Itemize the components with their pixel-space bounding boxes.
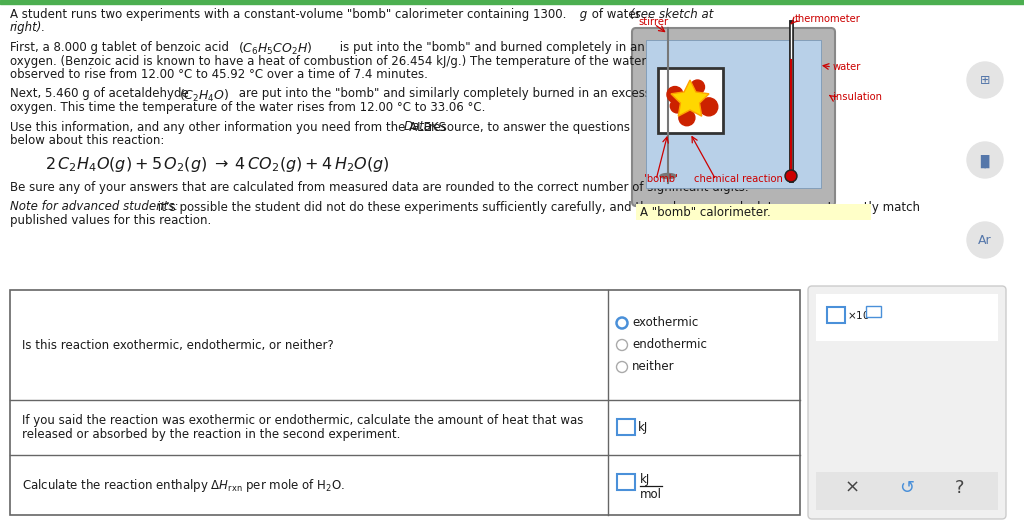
Text: $\left(\mathit{C}_2\mathit{H}_4\mathit{O}\right)$: $\left(\mathit{C}_2\mathit{H}_4\mathit{O… bbox=[179, 88, 229, 104]
Circle shape bbox=[967, 62, 1002, 98]
Text: $2\,C_2H_4O(g) + 5\,O_2(g)\;\rightarrow\;4\,CO_2(g) + 4\,H_2O(g)$: $2\,C_2H_4O(g) + 5\,O_2(g)\;\rightarrow\… bbox=[45, 156, 389, 174]
Text: released or absorbed by the reaction in the second experiment.: released or absorbed by the reaction in … bbox=[22, 428, 400, 441]
Text: First, a 8.000 g tablet of benzoic acid: First, a 8.000 g tablet of benzoic acid bbox=[10, 41, 232, 54]
Text: observed to rise from 12.00 °C to 45.92 °C over a time of 7.4 minutes.: observed to rise from 12.00 °C to 45.92 … bbox=[10, 68, 428, 81]
Text: published values for this reaction.: published values for this reaction. bbox=[10, 214, 211, 227]
Circle shape bbox=[967, 222, 1002, 258]
Circle shape bbox=[671, 99, 684, 113]
Bar bbox=[816, 472, 998, 510]
Text: right).: right). bbox=[10, 21, 46, 35]
Text: ▐▌: ▐▌ bbox=[976, 155, 994, 168]
Text: water: water bbox=[833, 62, 861, 72]
Circle shape bbox=[616, 362, 628, 373]
Text: ⊞: ⊞ bbox=[980, 74, 990, 88]
Circle shape bbox=[679, 110, 695, 126]
Text: Next, 5.460 g of acetaldehyde: Next, 5.460 g of acetaldehyde bbox=[10, 88, 193, 101]
Ellipse shape bbox=[660, 173, 676, 179]
Text: oxygen. (Benzoic acid is known to have a heat of combustion of 26.454 kJ/g.) The: oxygen. (Benzoic acid is known to have a… bbox=[10, 54, 659, 68]
Text: are put into the "bomb" and similarly completely burned in an excess of: are put into the "bomb" and similarly co… bbox=[234, 88, 666, 101]
Circle shape bbox=[616, 318, 628, 329]
Text: $\times 10$: $\times 10$ bbox=[847, 309, 870, 321]
Text: mol: mol bbox=[640, 488, 662, 501]
Text: Note for advanced students:: Note for advanced students: bbox=[10, 201, 178, 213]
Text: of water: of water bbox=[588, 8, 644, 21]
Text: is put into the "bomb" and burned completely in an excess of: is put into the "bomb" and burned comple… bbox=[336, 41, 703, 54]
Text: (see sketch at: (see sketch at bbox=[630, 8, 714, 21]
Text: kJ: kJ bbox=[640, 473, 650, 486]
Circle shape bbox=[690, 80, 705, 94]
Bar bbox=[816, 294, 998, 341]
FancyBboxPatch shape bbox=[617, 474, 635, 490]
Text: A student runs two experiments with a constant-volume "bomb" calorimeter contain: A student runs two experiments with a co… bbox=[10, 8, 566, 21]
Text: insulation: insulation bbox=[833, 92, 882, 102]
Text: thermometer: thermometer bbox=[795, 14, 861, 24]
Text: A "bomb" calorimeter.: A "bomb" calorimeter. bbox=[640, 206, 771, 219]
Text: Calculate the reaction enthalpy $\Delta H_{\mathregular{rxn}}$ per mole of H$_2$: Calculate the reaction enthalpy $\Delta … bbox=[22, 476, 345, 494]
Circle shape bbox=[616, 340, 628, 351]
Circle shape bbox=[667, 86, 683, 103]
Bar bbox=[646, 40, 821, 188]
Text: $\left(\mathit{C}_6\mathit{H}_5\mathit{CO}_2\mathit{H}\right)$: $\left(\mathit{C}_6\mathit{H}_5\mathit{C… bbox=[238, 41, 312, 57]
FancyBboxPatch shape bbox=[808, 286, 1006, 519]
FancyBboxPatch shape bbox=[617, 419, 635, 434]
Bar bbox=[0, 0, 1024, 4]
Circle shape bbox=[786, 171, 796, 180]
FancyBboxPatch shape bbox=[827, 307, 845, 323]
Text: kJ: kJ bbox=[638, 421, 648, 434]
Text: ?: ? bbox=[955, 479, 965, 497]
Circle shape bbox=[785, 170, 797, 182]
Text: resource, to answer the questions: resource, to answer the questions bbox=[425, 121, 630, 134]
Text: Is this reaction exothermic, endothermic, or neither?: Is this reaction exothermic, endothermic… bbox=[22, 339, 334, 352]
Circle shape bbox=[967, 142, 1002, 178]
Text: Be sure any of your answers that are calculated from measured data are rounded t: Be sure any of your answers that are cal… bbox=[10, 181, 749, 194]
Text: 'bomb': 'bomb' bbox=[644, 174, 678, 184]
Text: oxygen. This time the temperature of the water rises from 12.00 °C to 33.06 °C.: oxygen. This time the temperature of the… bbox=[10, 101, 485, 114]
Text: chemical reaction: chemical reaction bbox=[694, 174, 783, 184]
Text: neither: neither bbox=[632, 361, 675, 374]
Text: exothermic: exothermic bbox=[632, 316, 698, 330]
Text: Data: Data bbox=[404, 121, 432, 134]
Circle shape bbox=[699, 98, 718, 116]
Text: it’s possible the student did not do these experiments sufficiently carefully, a: it’s possible the student did not do the… bbox=[154, 201, 920, 213]
Text: ×: × bbox=[845, 479, 859, 497]
Polygon shape bbox=[671, 80, 709, 116]
Text: ↺: ↺ bbox=[899, 479, 914, 497]
Text: Use this information, and any other information you need from the ALEKS: Use this information, and any other info… bbox=[10, 121, 450, 134]
Text: stirrer: stirrer bbox=[638, 17, 668, 27]
FancyBboxPatch shape bbox=[632, 28, 835, 206]
Text: g: g bbox=[575, 8, 587, 21]
Text: below about this reaction:: below about this reaction: bbox=[10, 134, 165, 147]
FancyBboxPatch shape bbox=[865, 305, 881, 316]
Bar bbox=[658, 68, 723, 133]
Text: Ar: Ar bbox=[978, 235, 992, 247]
Text: If you said the reaction was exothermic or endothermic, calculate the amount of : If you said the reaction was exothermic … bbox=[22, 414, 584, 427]
Bar bbox=[636, 204, 871, 220]
Bar bbox=[10, 290, 800, 515]
Text: endothermic: endothermic bbox=[632, 339, 707, 352]
